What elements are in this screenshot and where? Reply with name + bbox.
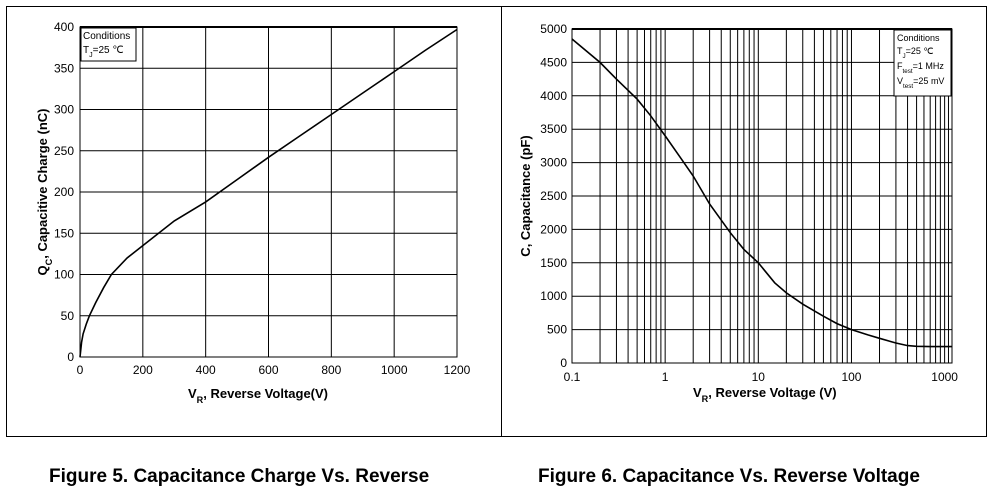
chart2-y-tick-label: 1000 — [540, 289, 567, 303]
chart2-y-tick-label: 2000 — [540, 222, 567, 236]
chart1-x-tick-label: 200 — [133, 363, 153, 377]
chart2-condition-line: TJ=25 ℃ — [897, 46, 934, 60]
chart1-y-tick-label: 150 — [54, 226, 74, 240]
chart1-x-tick-label: 800 — [321, 363, 341, 377]
chart1-y-tick-label: 200 — [54, 185, 74, 199]
chart2-y-tick-label: 3000 — [540, 156, 567, 170]
chart2-x-tick-label: 1 — [662, 370, 669, 384]
chart1-y-tick-label: 0 — [67, 350, 74, 364]
chart2-x-tick-label: 0.1 — [564, 370, 581, 384]
chart1-x-tick-label: 400 — [196, 363, 216, 377]
chart1-x-tick-label: 600 — [258, 363, 278, 377]
right-panel-frame — [501, 6, 987, 437]
chart2-x-tick-label: 10 — [752, 370, 766, 384]
chart1-x-tick-label: 1000 — [381, 363, 408, 377]
chart2-y-tick-label: 5000 — [540, 22, 567, 36]
chart2-x-axis-label: VR, Reverse Voltage (V) — [693, 385, 837, 404]
chart1-condition-line: TJ=25 ℃ — [83, 45, 124, 59]
chart2-y-tick-label: 500 — [547, 323, 567, 337]
chart1-y-tick-label: 100 — [54, 268, 74, 282]
chart2-x-tick-label: 1000 — [931, 370, 958, 384]
chart1-y-tick-label: 300 — [54, 103, 74, 117]
chart2-conditions-title: Conditions — [897, 33, 940, 43]
figure-6-caption: Figure 6. Capacitance Vs. Reverse Voltag… — [538, 466, 920, 487]
chart1-series-line — [79, 28, 458, 358]
chart2-y-tick-label: 4000 — [540, 89, 567, 103]
chart2-condition-line: Ftest=1 MHz — [897, 61, 944, 75]
chart2-conditions-box — [893, 29, 952, 97]
chart1-conditions-box — [80, 27, 137, 62]
chart2-series-line — [571, 38, 952, 348]
chart1-x-axis-label: VR, Reverse Voltage(V) — [188, 386, 328, 405]
chart2-y-tick-label: 3500 — [540, 122, 567, 136]
chart1-x-tick-label: 1200 — [444, 363, 471, 377]
chart1-y-tick-label: 400 — [54, 20, 74, 34]
chart1-x-tick-label: 0 — [77, 363, 84, 377]
figure-5-caption: Figure 5. Capacitance Charge Vs. Reverse — [49, 466, 430, 487]
chart1-conditions-title: Conditions — [83, 31, 130, 42]
chart1-y-tick-label: 250 — [54, 144, 74, 158]
chart2-y-axis-label: C, Capacitance (pF) — [518, 135, 533, 256]
chart1-y-tick-label: 50 — [61, 309, 75, 323]
chart1-y-tick-label: 350 — [54, 61, 74, 75]
chart2-condition-line: Vtest=25 mV — [897, 76, 944, 90]
chart2-y-tick-label: 2500 — [540, 189, 567, 203]
chart2-x-tick-label: 100 — [841, 370, 861, 384]
chart1-y-axis-label: QC, Capacitive Charge (nC) — [35, 109, 54, 276]
chart2-y-tick-label: 0 — [560, 356, 567, 370]
chart2-y-tick-label: 4500 — [540, 55, 567, 69]
chart2-y-tick-label: 1500 — [540, 256, 567, 270]
